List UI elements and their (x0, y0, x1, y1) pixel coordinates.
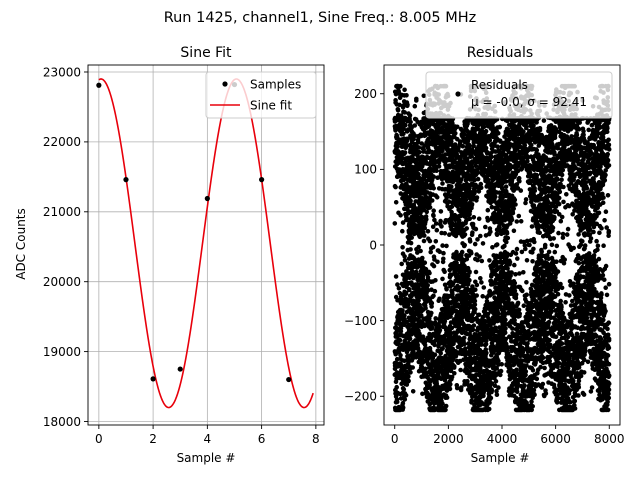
sine-fit-xtick-label: 8 (312, 432, 320, 446)
residuals-xtick-label: 6000 (540, 432, 571, 446)
residuals-xtick-label: 4000 (487, 432, 518, 446)
sine-fit-xtick-label: 2 (149, 432, 157, 446)
sine-fit-line (98, 78, 314, 409)
residuals-ytick-label: −100 (344, 314, 377, 328)
sine-fit-grid (88, 65, 324, 425)
legend-samples-marker (222, 81, 228, 87)
sine-fit-ytick-label: 19000 (43, 345, 81, 359)
legend-residuals-stats: μ = -0.0, σ = 92.41 (471, 95, 587, 109)
legend-residuals-marker (455, 91, 461, 97)
residuals-xtick-label: 0 (391, 432, 399, 446)
legend-sine-fit-label: Sine fit (250, 99, 292, 113)
sine-fit-legend-box (205, 71, 317, 119)
residual-points (392, 83, 612, 413)
residuals-legend-box (425, 71, 613, 119)
sine-fit-title: Sine Fit (180, 45, 232, 61)
residuals-xtick-label: 8000 (594, 432, 625, 446)
sine-fit-xlabel: Sample # (177, 451, 236, 465)
sine-fit-panel: Sine Fit 0 2 4 6 8 18000 19000 20000 21000 22000 2… (14, 45, 325, 465)
residuals-xtick-label: 2000 (433, 432, 464, 446)
sample-point (150, 376, 156, 382)
residuals-xlabel: Sample # (471, 451, 530, 465)
sine-fit-curve-layer (98, 78, 314, 409)
sample-point (96, 82, 102, 88)
sine-fit-xtick-label: 4 (204, 432, 212, 446)
sine-fit-ytick-label: 21000 (43, 205, 81, 219)
sine-fit-legend: Samples Sine fit (205, 71, 317, 119)
residuals-ytick-label: −200 (344, 390, 377, 404)
sample-point (259, 177, 265, 183)
sine-fit-ytick-label: 18000 (43, 415, 81, 429)
residuals-ytick-label: 0 (369, 238, 377, 252)
sine-fit-frame (87, 64, 325, 426)
residuals-ytick-label: 100 (354, 163, 377, 177)
sine-fit-ytick-label: 23000 (43, 65, 81, 79)
sample-point (286, 376, 292, 383)
residuals-axes: 0 2000 4000 6000 8000 −200 −100 0 100 200 (344, 64, 625, 446)
sample-point (123, 177, 129, 183)
legend-samples-label: Samples (250, 78, 301, 92)
residuals-panel: Residuals 0 2000 4000 6000 8000 −200 −100 0 100 2… (344, 45, 625, 465)
sample-point (204, 195, 210, 202)
sine-fit-ytick-label: 22000 (43, 135, 81, 149)
sine-fit-ylabel: ADC Counts (14, 208, 28, 280)
sine-fit-axes: 0 2 4 6 8 18000 19000 20000 21000 22000 23000 (43, 64, 325, 446)
sine-fit-ytick-label: 20000 (43, 275, 81, 289)
residuals-ytick-label: 200 (354, 87, 377, 101)
residuals-legend: Residuals μ = -0.0, σ = 92.41 (425, 71, 613, 119)
sine-fit-xtick-label: 6 (258, 432, 266, 446)
residuals-points-layer (392, 83, 612, 413)
figure-title: Run 1425, channel1, Sine Freq.: 8.005 MH… (164, 10, 477, 26)
legend-residuals-label: Residuals (471, 78, 528, 92)
residuals-title: Residuals (467, 45, 533, 61)
sine-fit-xtick-label: 0 (95, 432, 103, 446)
sample-point (177, 366, 183, 372)
